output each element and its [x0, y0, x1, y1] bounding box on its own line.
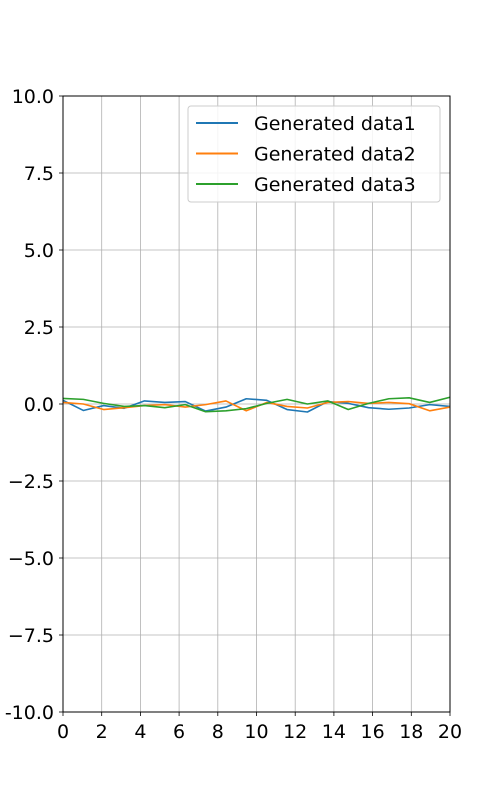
series-lines	[62, 396, 451, 413]
legend-label-3: Generated data3	[254, 174, 416, 196]
y-axis: 10.0 7.5 5.0 2.5 0.0 −2.5 −5.0 −7.5 -10.0	[5, 86, 63, 724]
y-tick-label: −5.0	[8, 548, 54, 570]
y-tick-label: 7.5	[24, 163, 54, 185]
legend-label-2: Generated data2	[254, 144, 416, 166]
legend: Generated data1 Generated data2 Generated …	[187, 105, 441, 203]
y-tick-label: 0.0	[24, 394, 54, 416]
x-tick-label: 8	[212, 721, 224, 743]
x-tick-label: 14	[322, 721, 346, 743]
x-tick-label: 4	[134, 721, 146, 743]
x-tick-label: 18	[399, 721, 423, 743]
x-axis: 0 2 4 6 8 10 12 14 16 18 20	[57, 712, 462, 743]
x-tick-label: 6	[173, 721, 185, 743]
y-tick-label: −7.5	[8, 625, 54, 647]
x-tick-label: 20	[438, 721, 462, 743]
legend-box	[187, 105, 441, 203]
legend-label-1: Generated data1	[254, 113, 416, 135]
x-tick-label: 16	[361, 721, 385, 743]
y-tick-label: -10.0	[5, 702, 54, 724]
x-tick-label: 12	[283, 721, 307, 743]
x-tick-label: 10	[244, 721, 268, 743]
x-tick-label: 0	[57, 721, 69, 743]
x-tick-label: 2	[96, 721, 108, 743]
y-tick-label: −2.5	[8, 471, 54, 493]
y-tick-label: 10.0	[12, 86, 54, 108]
y-tick-label: 5.0	[24, 240, 54, 262]
y-tick-label: 2.5	[24, 317, 54, 339]
series-line-3	[62, 396, 451, 413]
